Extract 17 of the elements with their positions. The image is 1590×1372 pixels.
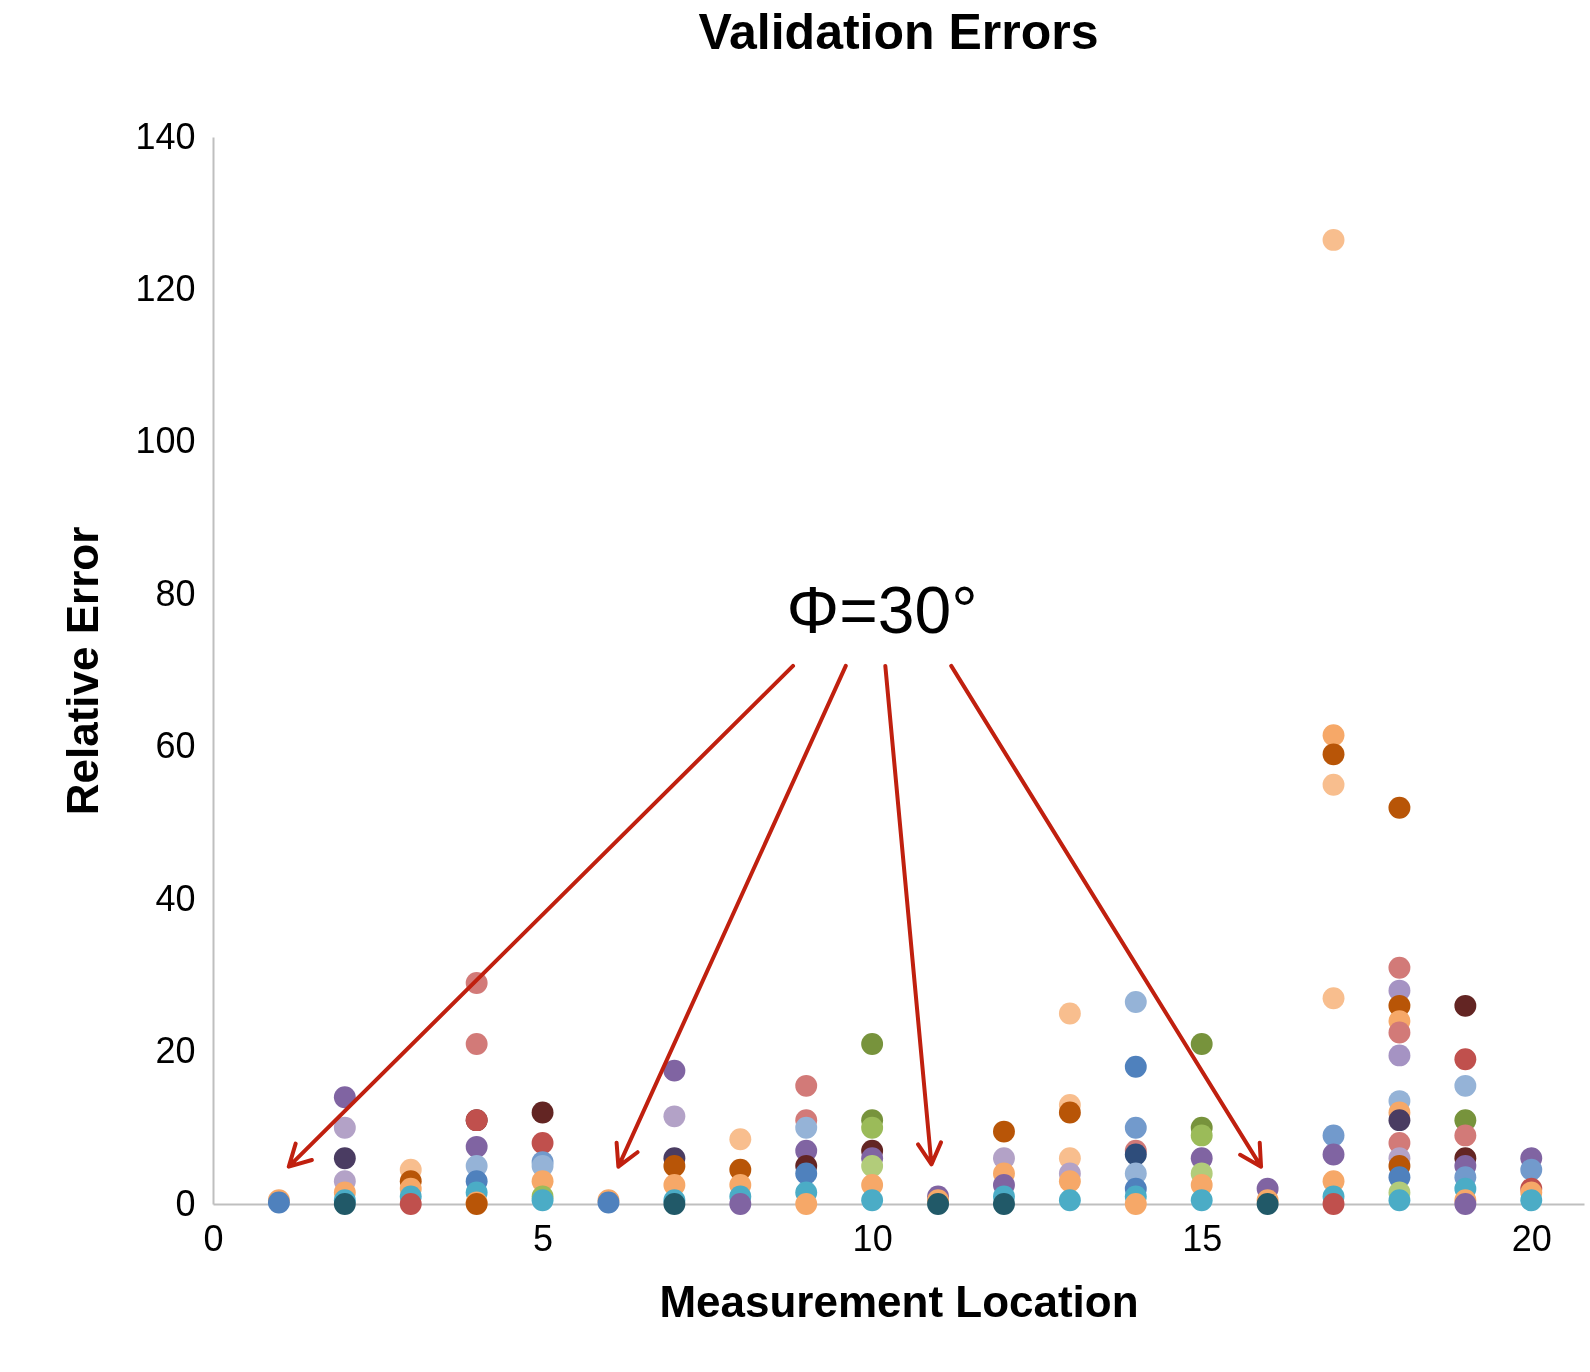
y-tick-label: 80: [155, 572, 196, 614]
y-tick-label: 100: [135, 420, 196, 462]
annotation: Φ=30°: [786, 573, 978, 648]
y-tick-label: 0: [175, 1182, 196, 1224]
y-tick-label: 140: [135, 115, 196, 157]
x-tick-label: 10: [852, 1217, 893, 1259]
x-tick-label: 0: [203, 1217, 224, 1259]
y-tick-label: 40: [155, 877, 196, 919]
x-tick-label: 15: [1182, 1217, 1223, 1259]
y-tick-label: 60: [155, 725, 196, 767]
x-tick-label: 20: [1511, 1217, 1552, 1259]
y-axis-title: Relative Error: [58, 526, 108, 816]
x-tick-label: 5: [533, 1217, 554, 1259]
y-tick-label: 120: [135, 267, 196, 309]
chart-title: Validation Errors: [698, 4, 1099, 60]
y-tick-label: 20: [155, 1030, 196, 1072]
x-axis-title: Measurement Location: [659, 1276, 1139, 1326]
